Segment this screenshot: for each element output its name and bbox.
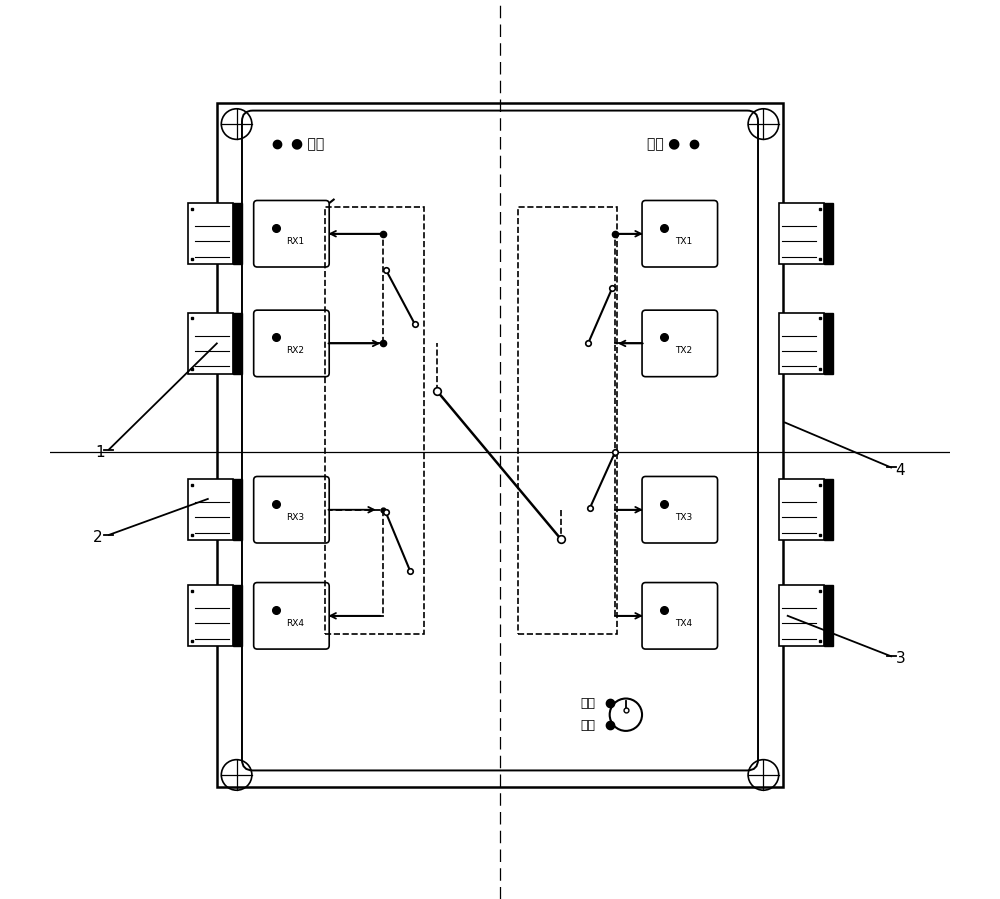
Bar — [824, 313, 833, 374]
FancyBboxPatch shape — [254, 583, 329, 649]
Bar — [824, 203, 833, 264]
Bar — [188, 313, 233, 374]
FancyBboxPatch shape — [642, 476, 718, 543]
Text: RX3: RX3 — [286, 512, 304, 521]
Text: 4: 4 — [896, 463, 905, 477]
Text: RX4: RX4 — [286, 619, 304, 628]
Text: RX2: RX2 — [286, 346, 304, 355]
Bar — [824, 585, 833, 646]
FancyBboxPatch shape — [642, 200, 718, 267]
Bar — [188, 479, 233, 540]
FancyBboxPatch shape — [254, 200, 329, 267]
Text: TX2: TX2 — [675, 346, 692, 355]
Bar — [233, 479, 242, 540]
FancyBboxPatch shape — [254, 310, 329, 377]
Bar — [779, 313, 824, 374]
Text: ● 电源: ● 电源 — [291, 137, 324, 151]
Text: TX1: TX1 — [675, 236, 692, 245]
Bar — [233, 585, 242, 646]
Bar — [233, 203, 242, 264]
FancyBboxPatch shape — [642, 310, 718, 377]
Text: 3: 3 — [896, 652, 905, 666]
Text: 运行: 运行 — [580, 697, 595, 709]
Text: 2: 2 — [93, 530, 103, 545]
Text: 闭锁 ●: 闭锁 ● — [647, 137, 680, 151]
Text: 1: 1 — [95, 445, 104, 459]
FancyBboxPatch shape — [642, 583, 718, 649]
FancyBboxPatch shape — [242, 111, 758, 770]
Bar — [779, 479, 824, 540]
Text: TX3: TX3 — [675, 512, 692, 521]
Bar — [779, 203, 824, 264]
Bar — [217, 103, 783, 787]
Bar — [779, 585, 824, 646]
Bar — [188, 585, 233, 646]
Text: 测试: 测试 — [580, 719, 595, 732]
Text: RX1: RX1 — [286, 236, 304, 245]
Bar — [325, 207, 424, 634]
Bar — [233, 313, 242, 374]
Text: TX4: TX4 — [675, 619, 692, 628]
FancyBboxPatch shape — [254, 476, 329, 543]
Bar — [824, 479, 833, 540]
Bar — [188, 203, 233, 264]
Bar — [518, 207, 617, 634]
